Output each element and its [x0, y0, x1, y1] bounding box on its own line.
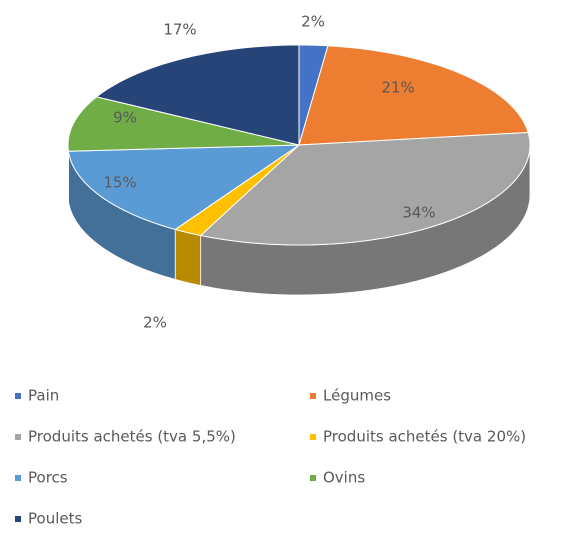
data-label: 15%: [103, 174, 136, 192]
legend-label: Porcs: [28, 469, 68, 487]
data-label: 17%: [163, 21, 196, 39]
data-label: 34%: [402, 204, 435, 222]
slice: [67, 144, 301, 230]
legend-swatch: [15, 393, 21, 399]
legend-swatch: [310, 475, 316, 481]
slice: [199, 131, 531, 246]
slice-side: [174, 228, 202, 286]
data-label: 21%: [381, 79, 414, 97]
legend-label: Pain: [28, 387, 59, 405]
legend-swatch: [15, 516, 21, 522]
legend-swatch: [310, 434, 316, 440]
data-label: 2%: [301, 13, 325, 31]
data-label: 2%: [143, 314, 167, 332]
legend-label: Produits achetés (tva 5,5%): [28, 428, 236, 446]
legend-swatch: [310, 393, 316, 399]
slice: [174, 144, 300, 237]
legend-label: Ovins: [323, 469, 365, 487]
legend-swatch: [15, 434, 21, 440]
legend-swatch: [15, 475, 21, 481]
legend-label: Légumes: [323, 387, 391, 405]
legend-label: Poulets: [28, 510, 82, 528]
slice: [67, 96, 300, 152]
slice: [298, 45, 529, 146]
data-label: 9%: [113, 109, 137, 127]
legend-label: Produits achetés (tva 20%): [323, 428, 526, 446]
slice: [95, 44, 300, 146]
